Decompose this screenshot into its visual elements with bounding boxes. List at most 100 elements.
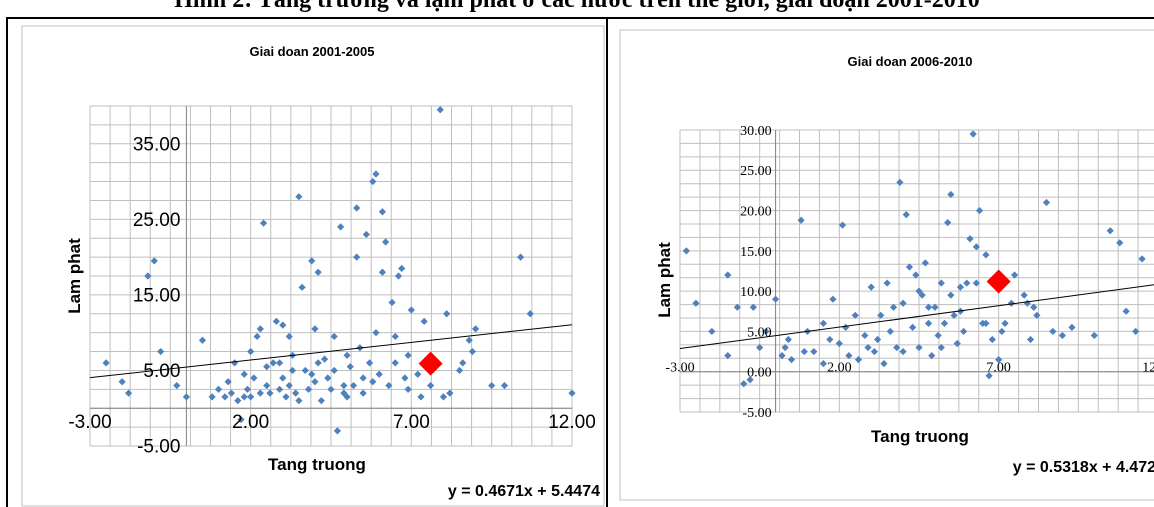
data-point	[784, 335, 792, 344]
data-point	[455, 366, 464, 375]
data-point	[940, 319, 949, 327]
top-border	[6, 17, 1154, 19]
data-point	[982, 251, 990, 259]
data-point	[1058, 331, 1066, 340]
data-point	[963, 279, 971, 287]
data-point	[308, 257, 316, 265]
x-tick-label: 12.00	[548, 412, 596, 433]
data-point	[985, 372, 993, 380]
y-tick-label: 5.00	[143, 361, 180, 382]
data-point	[1138, 255, 1146, 263]
data-point	[861, 331, 869, 340]
data-point	[407, 306, 415, 314]
chart-2001-2005: -5.00 5.00 15.00 25.00 35.00 -3.00 2.00 7.00 12.…	[21, 25, 605, 507]
data-point	[256, 325, 264, 333]
data-point	[819, 360, 827, 368]
data-point	[279, 321, 287, 329]
data-point	[1132, 327, 1140, 336]
data-point	[314, 268, 322, 276]
data-point	[526, 310, 534, 318]
data-point	[227, 389, 235, 397]
data-point	[359, 374, 367, 382]
data-point	[240, 393, 248, 401]
data-point	[298, 283, 306, 291]
data-point	[292, 389, 300, 397]
data-point	[324, 374, 332, 382]
data-point	[295, 193, 303, 201]
data-point	[250, 374, 258, 382]
data-point	[797, 216, 805, 224]
data-point	[446, 389, 454, 397]
data-point	[362, 230, 370, 239]
data-point	[692, 299, 700, 307]
data-point	[934, 331, 942, 340]
x-axis-title: Tang truong	[871, 427, 969, 446]
data-point	[708, 327, 716, 336]
data-point	[398, 264, 406, 273]
data-point	[314, 359, 322, 367]
data-point	[845, 352, 853, 360]
data-point	[247, 347, 255, 356]
data-point	[285, 332, 293, 341]
data-point	[889, 303, 898, 311]
data-point	[427, 381, 435, 390]
left-border	[6, 18, 8, 507]
data-point	[157, 347, 165, 356]
data-point	[182, 393, 190, 401]
data-point	[118, 378, 126, 386]
data-point	[733, 303, 741, 311]
data-point	[443, 310, 451, 318]
gridlines	[679, 129, 1154, 413]
data-point	[369, 378, 377, 386]
data-point	[240, 370, 248, 378]
data-point	[214, 385, 223, 393]
data-point	[279, 374, 287, 382]
data-point	[388, 298, 396, 307]
data-point	[272, 317, 280, 325]
data-point	[391, 359, 399, 367]
data-point	[275, 385, 284, 393]
data-point	[237, 415, 245, 424]
data-point	[337, 223, 345, 231]
data-point	[944, 219, 952, 227]
data-point	[340, 389, 348, 397]
data-point	[854, 356, 863, 364]
data-point	[953, 339, 961, 348]
y-tick-label: 0.00	[747, 366, 772, 381]
y-tick-label: 25.00	[740, 164, 772, 179]
data-point	[883, 279, 891, 287]
data-point	[365, 359, 374, 367]
data-point	[459, 359, 467, 367]
x-axis-title: Tang truong	[268, 455, 366, 474]
data-point	[256, 389, 264, 397]
data-point	[893, 343, 901, 352]
data-point	[468, 347, 476, 356]
data-point	[819, 319, 827, 327]
chart-area	[21, 25, 605, 507]
data-point	[988, 335, 996, 344]
data-point	[327, 385, 335, 393]
data-point	[275, 359, 284, 367]
x-tick-label: -3.00	[68, 412, 111, 433]
highlight-point	[418, 351, 443, 376]
data-point	[282, 393, 290, 401]
data-point	[924, 303, 933, 311]
data-point	[956, 283, 965, 291]
middle-border	[606, 18, 608, 507]
data-point	[385, 381, 393, 390]
data-point	[1049, 327, 1057, 336]
data-point	[905, 263, 914, 271]
data-point	[937, 279, 945, 287]
data-point	[915, 343, 923, 352]
data-point	[234, 397, 242, 405]
data-point	[998, 327, 1006, 336]
data-point	[343, 351, 351, 359]
data-point	[231, 359, 239, 367]
y-tick-label: 15.00	[740, 245, 772, 260]
data-point	[924, 319, 933, 327]
data-point	[320, 355, 329, 363]
data-point	[372, 170, 380, 178]
y-tick-label: 30.00	[740, 124, 772, 139]
data-point	[1033, 311, 1041, 319]
data-point	[295, 397, 303, 405]
